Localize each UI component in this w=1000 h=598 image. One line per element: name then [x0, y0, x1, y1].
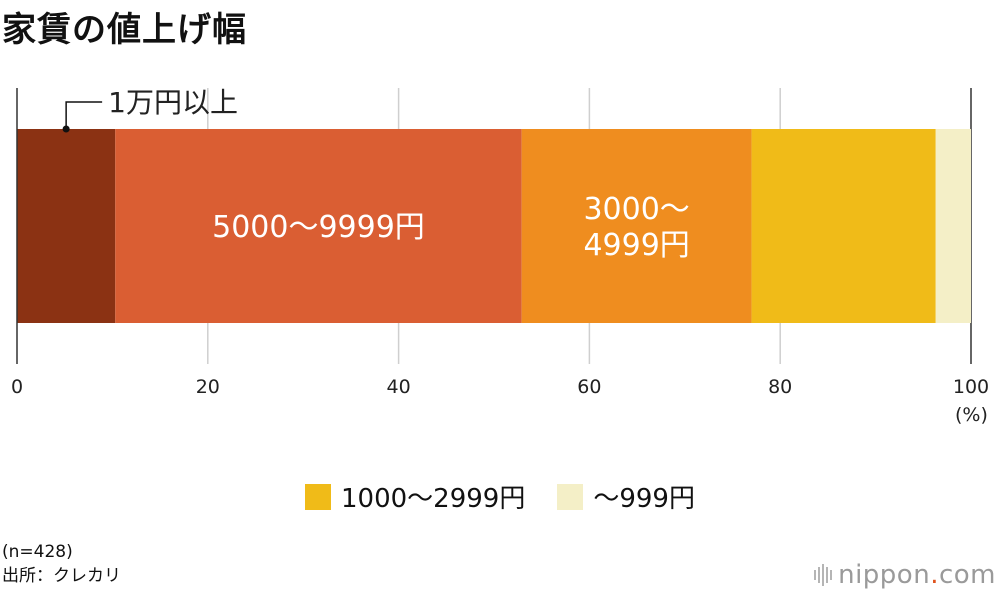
chart-title: 家賃の値上げ幅	[2, 10, 247, 50]
legend-label: 〜999円	[593, 484, 695, 514]
x-tick-label: 80	[768, 376, 792, 398]
x-tick-label: 100	[953, 376, 989, 398]
x-axis: 0 20 40 60 80 100	[11, 88, 989, 398]
bar-segment	[521, 129, 752, 323]
brand-suffix: com	[938, 560, 996, 590]
brand-bars-icon	[814, 564, 833, 586]
segment-label: 4999円	[583, 228, 689, 263]
footnote: (n=428) 出所：クレカリ	[2, 540, 121, 588]
source-note: 出所：クレカリ	[2, 566, 121, 586]
bar-segment	[115, 129, 522, 323]
legend-item: 〜999円	[557, 478, 695, 515]
x-tick-label: 60	[577, 376, 601, 398]
x-tick-label: 20	[196, 376, 220, 398]
callout: 1万円以上	[62, 86, 238, 133]
callout-line	[65, 101, 103, 129]
x-tick-label: 0	[11, 376, 23, 398]
brand-dot: .	[930, 560, 939, 590]
legend: 1000〜2999円 〜999円	[0, 478, 1000, 515]
x-tick-label: 40	[387, 376, 411, 398]
sample-size-note: (n=428)	[2, 542, 73, 562]
segment-label: 5000〜9999円	[212, 210, 425, 245]
callout-label: 1万円以上	[108, 86, 238, 119]
segment-label: 3000〜	[583, 192, 689, 227]
bar-segments	[17, 129, 971, 323]
legend-item: 1000〜2999円	[305, 478, 525, 515]
legend-label: 1000〜2999円	[341, 484, 526, 514]
segment-labels: 5000〜9999円 3000〜4999円	[212, 192, 690, 263]
brand-logo: nippon.com	[814, 560, 996, 590]
bar-segment	[935, 129, 971, 323]
bar-segment	[751, 129, 936, 323]
axis-unit-label: (%)	[955, 404, 988, 426]
legend-swatch	[557, 483, 584, 510]
brand-name: nippon	[838, 560, 931, 590]
legend-swatch	[305, 483, 331, 510]
bar-segment	[17, 129, 116, 323]
